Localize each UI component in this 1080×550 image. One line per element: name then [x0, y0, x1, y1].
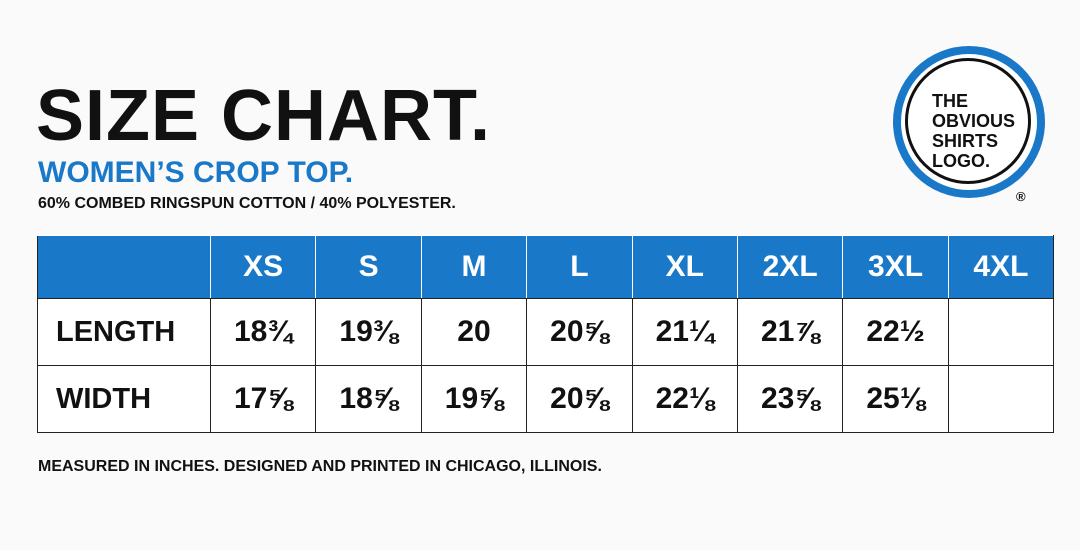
- empty-cell: [947, 365, 1055, 433]
- column-header: S: [315, 235, 422, 299]
- corner-cell: [37, 235, 211, 299]
- cell: 22⅛: [631, 365, 738, 433]
- cell: 19⅝: [420, 365, 528, 433]
- logo-line: SHIRTS: [932, 131, 999, 151]
- column-header: XL: [631, 235, 738, 299]
- cell: 25⅛: [842, 365, 949, 433]
- column-header: L: [526, 235, 633, 299]
- material: 60% COMBED RINGSPUN COTTON / 40% POLYEST…: [38, 195, 456, 212]
- cell: 21⅞: [736, 298, 844, 366]
- footer-note: MEASURED IN INCHES. DESIGNED AND PRINTED…: [38, 458, 602, 475]
- cell: 21¼: [631, 298, 738, 366]
- logo: THE OBVIOUS SHIRTS LOGO.: [893, 46, 1045, 198]
- header-row: XS S M L XL 2XL 3XL 4XL: [37, 235, 1055, 299]
- logo-line: LOGO.: [932, 151, 990, 171]
- logo-line: OBVIOUS: [932, 111, 1016, 131]
- subtitle: WOMEN’S CROP TOP.: [38, 156, 354, 189]
- cell: 17⅝: [209, 365, 317, 433]
- cell: 19⅜: [315, 298, 422, 366]
- row-label: LENGTH: [37, 298, 211, 366]
- column-header: 4XL: [947, 235, 1055, 299]
- cell: 20⅝: [526, 298, 633, 366]
- cell: 22½: [842, 298, 949, 366]
- cell: 18¾: [209, 298, 317, 366]
- logo-text: THE OBVIOUS SHIRTS LOGO.: [932, 91, 1015, 171]
- cell: 23⅝: [736, 365, 844, 433]
- cell: 20⅝: [526, 365, 633, 433]
- registered-mark: ®: [1016, 189, 1026, 204]
- column-header: M: [420, 235, 528, 299]
- logo-line: THE: [932, 91, 968, 111]
- column-header: 3XL: [842, 235, 949, 299]
- table-row: WIDTH 17⅝ 18⅝ 19⅝ 20⅝ 22⅛ 23⅝ 25⅛: [37, 365, 1055, 433]
- cell: 18⅝: [315, 365, 422, 433]
- column-header: 2XL: [736, 235, 844, 299]
- cell: 20: [420, 298, 528, 366]
- table-row: LENGTH 18¾ 19⅜ 20 20⅝ 21¼ 21⅞ 22½: [37, 298, 1055, 366]
- title: SIZE CHART.: [36, 76, 492, 156]
- empty-cell: [947, 298, 1055, 366]
- column-header: XS: [209, 235, 317, 299]
- logo-ring: THE OBVIOUS SHIRTS LOGO.: [905, 58, 1031, 184]
- size-table: XS S M L XL 2XL 3XL 4XL LENGTH 18¾ 19⅜ 20 20⅝ 21¼ 21⅞ 2…: [37, 235, 1055, 433]
- row-label: WIDTH: [37, 365, 211, 433]
